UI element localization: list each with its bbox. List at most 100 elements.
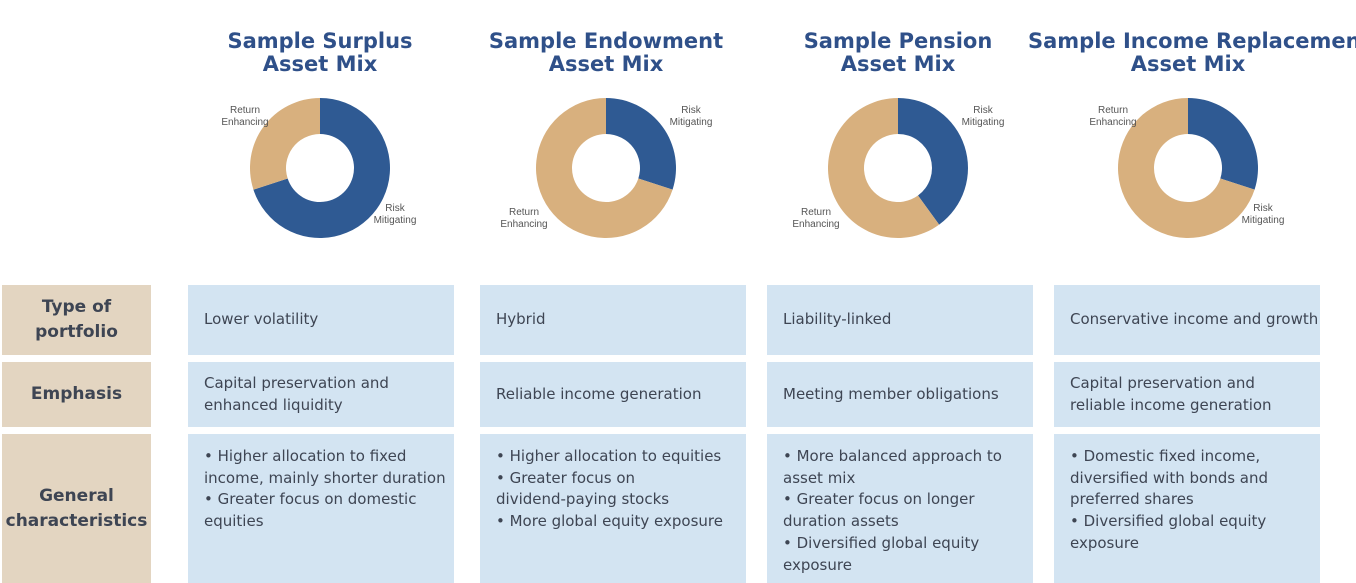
slice-label-line: Return <box>230 105 260 116</box>
cell-paragraph: • Higher allocation to fixed income, main… <box>204 446 446 489</box>
row-header-text: Emphasis <box>31 382 122 407</box>
row-header: Type of portfolio <box>2 285 151 355</box>
row-header-line: characteristics <box>5 510 148 531</box>
slice-label-line: Enhancing <box>792 219 839 230</box>
cell-line: reliable income generation <box>1070 395 1272 414</box>
chart-title-line: Asset Mix <box>262 52 378 76</box>
donut-slice-risk-mitigating <box>898 98 968 225</box>
donut-slice-return-enhancing <box>1118 98 1255 238</box>
cell-content: Capital preservation and reliable income … <box>1070 373 1272 416</box>
slice-label-line: Mitigating <box>670 117 713 128</box>
slice-label-line: Enhancing <box>500 219 547 230</box>
row-header: General characteristics <box>2 434 151 583</box>
slice-label-return-enhancing: Return Enhancing <box>221 105 268 128</box>
cell-line: exposure <box>1070 533 1139 552</box>
cell-paragraph: • Greater focus on longer duration assets <box>783 489 1021 532</box>
chart-title-line: Asset Mix <box>840 52 956 76</box>
cell-line: Hybrid <box>496 310 546 329</box>
donut-slice-return-enhancing <box>250 98 320 190</box>
cell-line: • Greater focus on longer <box>783 490 975 509</box>
table-cell: Lower volatility <box>188 285 454 355</box>
row-header-text: General characteristics <box>6 484 148 534</box>
row-header: Emphasis <box>2 362 151 427</box>
donut-slice-risk-mitigating <box>606 98 676 190</box>
slice-label-return-enhancing: Return Enhancing <box>500 207 547 230</box>
cell-line: duration assets <box>783 512 899 531</box>
cell-paragraph: • Greater focus on dividend-paying stocks <box>496 468 734 511</box>
donut-chart: Risk Mitigating Return Enhancing <box>221 98 417 238</box>
slice-label-line: Mitigating <box>374 215 417 226</box>
cell-line: equities <box>204 512 264 531</box>
cell-line: Lower volatility <box>204 310 319 329</box>
cell-line: • Diversified global equity <box>1070 512 1267 531</box>
cell-line: • Greater focus on <box>496 468 636 487</box>
slice-label-return-enhancing: Return Enhancing <box>1089 105 1136 128</box>
chart-title-line: Sample Income Replacement <box>1028 29 1356 53</box>
slice-label-risk-mitigating: Risk Mitigating <box>374 203 417 226</box>
cell-paragraph: • Diversified global equity exposure <box>1070 511 1308 554</box>
cell-content: Meeting member obligations <box>783 384 999 406</box>
slice-label-line: Return <box>1098 105 1128 116</box>
donut-chart: Risk Mitigating Return Enhancing <box>792 98 1005 238</box>
table-cell: • Higher allocation to equities • Greater… <box>480 434 746 583</box>
cell-paragraph: • More balanced approach to asset mix <box>783 446 1021 489</box>
table-cell: Reliable income generation <box>480 362 746 427</box>
table-cell: Meeting member obligations <box>767 362 1033 427</box>
cell-line: enhanced liquidity <box>204 395 343 414</box>
table-cell: • Higher allocation to fixed income, main… <box>188 434 454 583</box>
cell-line: Capital preservation and <box>204 373 389 392</box>
cell-paragraph: Lower volatility <box>204 309 318 331</box>
cell-paragraph: Reliable income generation <box>496 384 701 406</box>
donut-chart: Risk Mitigating Return Enhancing <box>500 98 713 238</box>
cell-paragraph: Hybrid <box>496 309 546 331</box>
cell-paragraph: • Diversified global equity exposure <box>783 533 1021 576</box>
cell-content: Liability-linked <box>783 309 891 331</box>
chart-title-line: Asset Mix <box>548 52 664 76</box>
cell-paragraph: • More global equity exposure <box>496 511 734 533</box>
cell-paragraph: • Greater focus on domestic equities <box>204 489 442 532</box>
cell-line: diversified with bonds and <box>1070 468 1269 487</box>
chart-title-line: Sample Pension <box>803 29 993 53</box>
table-cell: Hybrid <box>480 285 746 355</box>
cell-line: • Domestic fixed income, <box>1070 447 1261 465</box>
cell-line: exposure <box>783 555 852 574</box>
slice-label-line: Enhancing <box>1089 117 1136 128</box>
cell-content: • Higher allocation to equities • Greater… <box>496 446 734 533</box>
slice-label-risk-mitigating: Risk Mitigating <box>670 105 713 128</box>
row-header-line: portfolio <box>35 322 118 342</box>
slice-label-return-enhancing: Return Enhancing <box>792 207 839 230</box>
cell-line: Conservative income and growth <box>1070 310 1319 329</box>
donut-chart: Risk Mitigating Return Enhancing <box>1089 98 1285 238</box>
cell-content: • Domestic fixed income, diversified with… <box>1070 446 1308 555</box>
cell-content: Lower volatility <box>204 309 318 331</box>
cell-content: Conservative income and growth <box>1070 309 1318 331</box>
cell-paragraph: Conservative income and growth <box>1070 309 1318 331</box>
donut-slice-risk-mitigating <box>1188 98 1258 190</box>
slice-label-line: Risk <box>681 105 701 116</box>
row-header-text: Type of portfolio <box>35 295 118 345</box>
chart-title: Sample Income Replacement Asset Mix <box>1028 29 1356 76</box>
cell-paragraph: • Domestic fixed income, diversified with… <box>1070 446 1308 511</box>
donut-slice-return-enhancing <box>828 98 940 238</box>
table-cell: • Domestic fixed income, diversified with… <box>1054 434 1320 583</box>
cell-content: Hybrid <box>496 309 546 331</box>
row-header-line: Emphasis <box>30 384 123 404</box>
cell-paragraph: Liability-linked <box>783 309 891 331</box>
cell-content: Reliable income generation <box>496 384 701 406</box>
table-cell: Liability-linked <box>767 285 1033 355</box>
table-cell: • More balanced approach to asset mix • Gr… <box>767 434 1033 583</box>
slice-label-line: Risk <box>1253 203 1273 214</box>
cell-line: • Greater focus on domestic <box>204 490 417 509</box>
donut-slice-risk-mitigating <box>253 98 390 238</box>
slice-label-line: Mitigating <box>962 117 1005 128</box>
slice-label-line: Risk <box>973 105 993 116</box>
slice-label-line: Return <box>509 207 539 218</box>
cell-line: • Higher allocation to fixed <box>204 447 407 465</box>
chart-title: Sample Pension Asset Mix <box>738 30 1058 76</box>
cell-content: • Higher allocation to fixed income, main… <box>204 446 446 533</box>
slice-label-risk-mitigating: Risk Mitigating <box>962 105 1005 128</box>
cell-line: Reliable income generation <box>496 384 702 403</box>
slice-label-risk-mitigating: Risk Mitigating <box>1242 203 1285 226</box>
cell-line: dividend-paying stocks <box>496 490 670 509</box>
table-cell: Conservative income and growth <box>1054 285 1320 355</box>
